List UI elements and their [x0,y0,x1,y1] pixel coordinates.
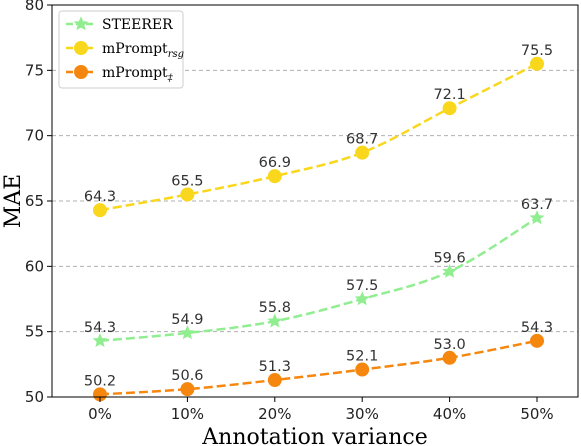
data-point [267,373,282,388]
data-label: 65.5 [171,173,203,189]
series-line [99,339,538,396]
y-tick-label: 70 [25,127,44,145]
data-label: 68.7 [346,132,378,148]
data-point [529,210,545,225]
series-line [99,216,538,343]
data-label: 53.0 [433,337,465,353]
legend-label: mPromptrsg [102,41,184,60]
legend-item: mPromptrsg [66,41,184,60]
data-label: 50.2 [84,373,116,389]
data-point [355,145,370,160]
x-tick-label: 40% [433,405,466,423]
series-line [99,62,538,212]
y-tick-label: 55 [25,323,44,341]
x-tick-label: 10% [171,405,204,423]
data-label: 50.6 [171,368,203,384]
data-label: 64.3 [84,189,116,205]
legend-marker [74,41,88,55]
data-point [267,169,282,184]
data-label: 72.1 [433,87,465,103]
data-label: 54.3 [84,320,116,336]
data-point [180,187,195,202]
data-label: 75.5 [521,43,553,59]
data-label: 54.3 [521,320,553,336]
data-label: 66.9 [259,155,291,171]
data-point [93,203,107,218]
series-0 [92,210,545,348]
data-label: 52.1 [346,349,378,365]
x-axis-title: Annotation variance [201,425,427,446]
x-tick-label: 20% [258,405,291,423]
data-point [180,382,195,397]
x-tick-label: 30% [346,405,379,423]
y-tick-label: 75 [25,61,44,79]
y-tick-label: 80 [25,0,44,14]
x-tick-label: 50% [520,405,553,423]
data-label: 54.9 [171,312,203,328]
gridlines [52,69,578,333]
data-label: 59.6 [433,251,465,267]
legend-label: STEERER [102,17,173,33]
data-point [442,350,457,365]
legend-item: mPrompt‡ [66,65,174,84]
legend-label: mPrompt‡ [102,65,174,84]
data-point [442,101,457,116]
legend-marker [74,65,88,79]
data-label: 51.3 [259,359,291,375]
data-point [442,263,458,278]
legend: STEERER mPromptrsg mPrompt‡ [58,10,184,89]
data-point [530,56,544,71]
data-label: 63.7 [521,197,553,213]
legend-label-subscript: ‡ [167,73,174,84]
data-labels: 54.3 54.9 55.8 57.5 59.6 63.7 64.3 65.5 66.9 68.7… [84,43,553,390]
axis-ticks: 50 55 60 65 70 75 80 0% 10% 20% 30% 40% 50% [25,0,554,423]
data-point [92,333,108,348]
data-point [354,291,370,306]
x-tick-label: 0% [88,405,112,423]
series-1 [93,56,544,218]
series-2 [93,333,544,402]
legend-item: STEERER [66,16,173,33]
data-point [267,313,283,328]
y-axis-title: MAE [1,174,26,228]
legend-box [58,10,184,89]
data-point [530,333,544,348]
y-tick-label: 65 [25,192,44,210]
data-label: 57.5 [346,278,378,294]
y-tick-label: 50 [25,388,44,406]
legend-marker [73,16,89,31]
data-point [179,325,195,340]
series-group [92,56,545,402]
legend-label-subscript: rsg [168,49,184,60]
y-tick-label: 60 [25,257,44,275]
data-label: 55.8 [259,300,291,316]
data-point [355,362,370,377]
